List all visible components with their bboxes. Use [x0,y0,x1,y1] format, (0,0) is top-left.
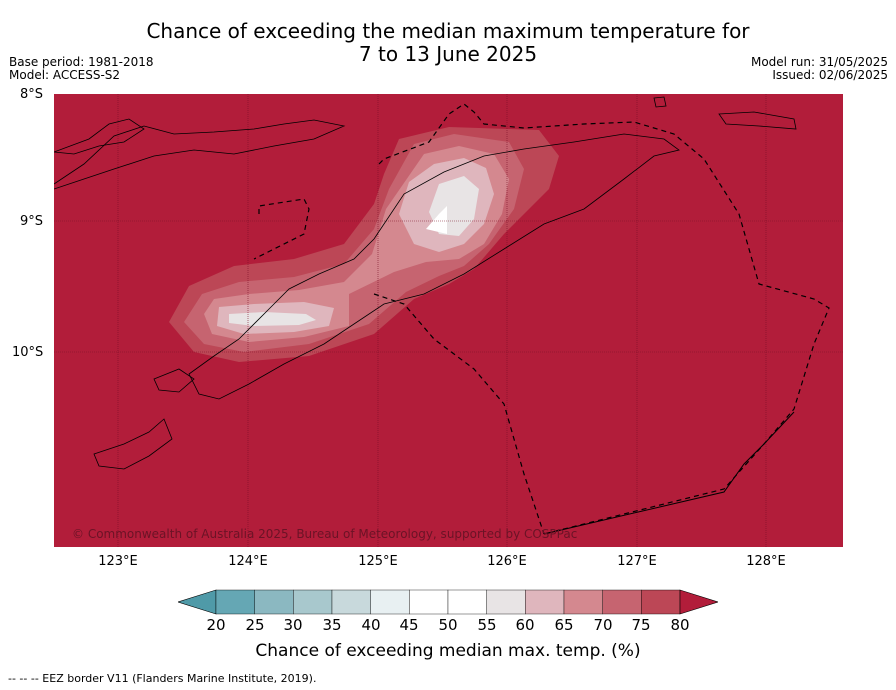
colorbar-swatch [215,589,255,615]
colorbar-tick: 25 [245,616,265,634]
probability-contours [169,127,559,362]
colorbar-tick: 20 [206,616,226,634]
model-name: Model: ACCESS-S2 [9,68,121,82]
colorbar-swatch [563,589,603,615]
colorbar-tick: 35 [322,616,342,634]
meta-right: Model run: 31/05/2025 Issued: 02/06/2025 [751,56,888,82]
timor-island [188,133,680,400]
colorbar-under-arrow [178,589,217,615]
lon-label-124e: 124°E [228,554,268,569]
wetar-island [718,111,797,130]
colorbar-swatch [525,589,565,615]
colorbar-tick: 70 [593,616,613,634]
lat-label-10s: 10°S [12,345,44,360]
colorbar-tick: 80 [670,616,690,634]
colorbar-tick: 55 [477,616,497,634]
graticule [54,94,843,547]
colorbar-tick: 45 [399,616,419,634]
meta-left: Base period: 1981-2018 Model: ACCESS-S2 [9,56,154,82]
rote-island [153,368,195,393]
eez-border [253,103,830,535]
issued-date: Issued: 02/06/2025 [772,68,888,82]
colorbar-swatch [409,589,449,615]
colorbar-tick: 40 [361,616,381,634]
base-period: Base period: 1981-2018 [9,55,154,69]
contour-50 [426,206,447,234]
lon-label-123e: 123°E [98,554,138,569]
lon-label-128e: 128°E [746,554,786,569]
colorbar-swatch [641,589,681,615]
lon-label-127e: 127°E [617,554,657,569]
copyright-notice: © Commonwealth of Australia 2025, Bureau… [72,527,578,541]
lon-label-125e: 125°E [358,554,398,569]
colorbar-tick: 75 [631,616,651,634]
lat-label-8s: 8°S [20,87,44,102]
colorbar-tick: 60 [515,616,535,634]
southern-coast [543,411,795,535]
colorbar-swatch [486,589,526,615]
colorbar-swatch [331,589,371,615]
savu-island [93,418,173,470]
colorbar [178,589,718,615]
eez-border-note: -- -- -- EEZ border V11 (Flanders Marine… [8,672,317,685]
lon-label-126e: 126°E [487,554,527,569]
colorbar-tick: 50 [438,616,458,634]
colorbar-swatch [447,589,487,615]
colorbar-label: Chance of exceeding median max. temp. (%… [255,641,641,661]
map-canvas [54,94,843,547]
colorbar-tick: 30 [283,616,303,634]
colorbar-over-arrow [679,589,718,615]
flores-coast [54,119,346,190]
small-island [653,96,667,108]
colorbar-swatch [602,589,642,615]
coastlines [54,96,797,470]
lat-label-9s: 9°S [20,214,44,229]
colorbar-swatch [370,589,410,615]
map-title: Chance of exceeding the median maximum t… [146,19,750,66]
model-run: Model run: 31/05/2025 [750,55,888,69]
colorbar-tick: 65 [554,616,574,634]
colorbar-swatch [293,589,333,615]
colorbar-swatch [254,589,294,615]
alor-island [54,118,145,155]
contour-55b [229,312,316,326]
